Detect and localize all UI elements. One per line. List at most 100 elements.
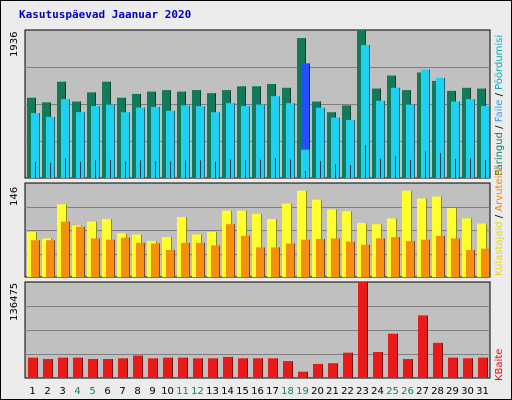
kbytes-bar bbox=[88, 359, 97, 378]
x-tick-label: 28 bbox=[431, 386, 444, 397]
hits-bar bbox=[31, 113, 39, 178]
sites-bar bbox=[346, 241, 354, 277]
hits-bar bbox=[256, 104, 264, 178]
sites-bar bbox=[211, 245, 219, 277]
kbytes-bar bbox=[373, 351, 382, 378]
kbytes-bar bbox=[328, 363, 337, 378]
hits-bar bbox=[391, 89, 399, 178]
mid-panel-legend: Külastajaid / Arvuteid bbox=[494, 169, 505, 276]
sites-bar bbox=[136, 242, 144, 277]
sites-bar bbox=[76, 226, 84, 277]
files-bar bbox=[301, 63, 309, 178]
sites-bar bbox=[376, 238, 384, 277]
x-tick-label: 6 bbox=[104, 386, 110, 397]
hits-bar bbox=[181, 105, 189, 178]
hits-bar bbox=[226, 103, 234, 178]
x-tick-label: 2 bbox=[44, 386, 50, 397]
kbytes-bar bbox=[73, 357, 82, 378]
sites-bar bbox=[181, 242, 189, 277]
bot-panel-legend: KBaite bbox=[494, 349, 505, 381]
kbytes-bar bbox=[448, 357, 457, 378]
kbytes-bar bbox=[433, 342, 442, 378]
hits-bar bbox=[61, 99, 69, 178]
kbytes-bar bbox=[58, 357, 67, 378]
kbytes-bar bbox=[103, 359, 112, 378]
sites-bar bbox=[31, 240, 39, 277]
x-tick-label: 23 bbox=[356, 386, 369, 397]
kbytes-bar bbox=[358, 282, 367, 378]
legend-entry: KBaite bbox=[494, 348, 505, 381]
x-tick-label: 19 bbox=[296, 386, 309, 397]
sites-bar bbox=[316, 239, 324, 277]
x-tick-label: 14 bbox=[221, 386, 234, 397]
hits-bar bbox=[151, 110, 159, 178]
top-panel-legend: Päringud / Faile / Pöördumisi bbox=[494, 35, 505, 176]
sites-bar bbox=[361, 244, 369, 277]
x-tick-label: 24 bbox=[371, 386, 384, 397]
sites-bar bbox=[241, 235, 249, 277]
sites-bar bbox=[121, 237, 129, 277]
hits-bar bbox=[76, 112, 84, 178]
sites-bar bbox=[166, 249, 174, 277]
kbytes-bar bbox=[478, 357, 487, 378]
hits-bar bbox=[136, 107, 144, 178]
x-tick-label: 11 bbox=[176, 386, 189, 397]
sites-bar bbox=[436, 235, 444, 277]
hits-bar bbox=[211, 113, 219, 178]
x-tick-label: 26 bbox=[401, 386, 414, 397]
visits-bar bbox=[312, 199, 321, 277]
kbytes-bar bbox=[463, 358, 472, 378]
kbytes-bar bbox=[178, 357, 187, 378]
hits-bar bbox=[166, 110, 174, 178]
mid-max-label: 146 bbox=[9, 186, 20, 206]
visits-bar bbox=[462, 218, 471, 277]
sites-bar bbox=[301, 239, 309, 277]
kbytes-bar bbox=[298, 371, 307, 378]
kbytes-bar bbox=[313, 363, 322, 378]
sites-bar bbox=[196, 242, 204, 277]
kbytes-bar bbox=[208, 358, 217, 378]
kbytes-bar bbox=[193, 358, 202, 378]
x-tick-label: 22 bbox=[341, 386, 354, 397]
kbytes-bar bbox=[403, 359, 412, 378]
x-tick-label: 16 bbox=[251, 386, 264, 397]
x-tick-label: 9 bbox=[149, 386, 155, 397]
visits-bar bbox=[252, 213, 261, 277]
hits-bar bbox=[121, 112, 129, 178]
hits-bar bbox=[331, 122, 339, 178]
legend-entry: Külastajaid bbox=[494, 221, 505, 276]
hits-bar bbox=[451, 102, 459, 178]
legend-entry: / bbox=[494, 122, 505, 133]
hits-bar bbox=[406, 104, 414, 178]
hits-bar bbox=[436, 78, 444, 178]
x-tick-label: 15 bbox=[236, 386, 249, 397]
sites-bar bbox=[481, 248, 489, 277]
visits-bar bbox=[417, 198, 426, 277]
x-tick-label: 27 bbox=[416, 386, 429, 397]
kbytes-bar bbox=[163, 357, 172, 378]
hits-bar bbox=[466, 99, 474, 178]
legend-entry: / bbox=[494, 89, 505, 100]
x-tick-label: 29 bbox=[446, 386, 459, 397]
x-tick-label: 3 bbox=[59, 386, 65, 397]
kbytes-bar bbox=[238, 358, 247, 378]
sites-bar bbox=[331, 238, 339, 277]
x-tick-label: 17 bbox=[266, 386, 279, 397]
sites-bar bbox=[406, 240, 414, 277]
bot-max-label: 136475 bbox=[9, 282, 20, 321]
kbytes-bar bbox=[343, 352, 352, 378]
hits-bar bbox=[481, 106, 489, 178]
legend-entry: Pöördumisi bbox=[494, 34, 505, 90]
hits-bar bbox=[361, 44, 369, 178]
x-tick-label: 4 bbox=[74, 386, 80, 397]
kbytes-bar bbox=[43, 359, 52, 378]
sites-bar bbox=[466, 249, 474, 277]
hits-bar bbox=[376, 100, 384, 178]
kbytes-bar bbox=[118, 358, 127, 378]
hits-bar bbox=[91, 106, 99, 178]
x-tick-label: 25 bbox=[386, 386, 399, 397]
kbytes-bar bbox=[253, 358, 262, 378]
legend-entry: / bbox=[494, 211, 505, 222]
hits-bar bbox=[106, 105, 114, 178]
